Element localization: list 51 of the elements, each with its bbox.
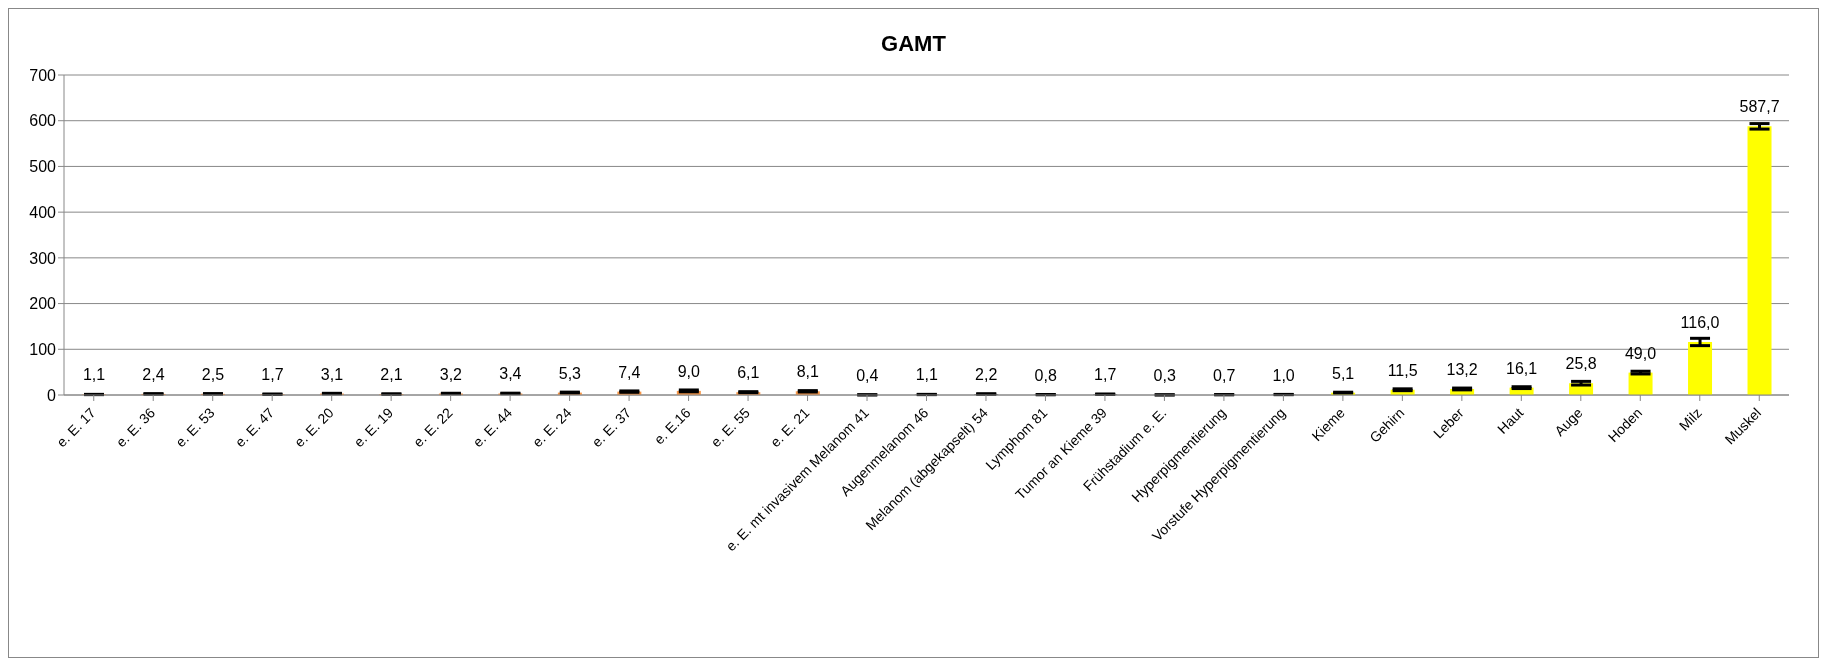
x-tick-label: e. E. 44	[469, 404, 516, 451]
data-label: 1,0	[1272, 366, 1295, 384]
x-tick-label: e. E. 21	[767, 404, 813, 451]
x-tick-label: e. E. 53	[172, 404, 218, 451]
data-label: 49,0	[1624, 344, 1657, 362]
data-label: 3,2	[439, 365, 463, 383]
x-tick-label: e. E. 37	[588, 404, 635, 451]
data-label: 1,1	[82, 366, 106, 384]
chart-title: GAMT	[880, 31, 947, 58]
data-label: 1,1	[915, 366, 938, 384]
data-label: 13,2	[1446, 360, 1478, 378]
data-label: 1,7	[1094, 366, 1117, 384]
data-label: 116,0	[1680, 313, 1720, 331]
data-label: 0,4	[856, 366, 879, 384]
data-label: 5,1	[1332, 364, 1355, 382]
y-tick-label: 500	[29, 158, 57, 176]
y-tick-label: 600	[29, 112, 57, 130]
data-label: 5,3	[558, 364, 582, 382]
x-tick-label: e. E. 36	[112, 404, 159, 451]
data-label: 6,1	[737, 364, 760, 382]
x-tick-label: e. E. 20	[291, 404, 337, 451]
data-label: 2,4	[142, 365, 165, 383]
data-label: 2,5	[201, 365, 225, 383]
data-label: 25,8	[1565, 355, 1597, 373]
data-label: 9,0	[677, 362, 701, 380]
data-label: 3,1	[320, 365, 344, 383]
y-tick-label: 400	[29, 203, 57, 221]
data-label: 0,7	[1213, 366, 1236, 384]
data-label: 2,2	[975, 365, 998, 383]
x-tick-label: e. E. 47	[231, 404, 278, 451]
y-tick-label: 200	[29, 295, 57, 313]
x-tick-label: e. E. 55	[707, 404, 754, 451]
data-label: 2,1	[380, 366, 403, 384]
x-tick-label: Milz	[1675, 404, 1705, 434]
data-label: 587,7	[1739, 98, 1780, 116]
data-label: 1,7	[261, 366, 284, 384]
data-label: 8,1	[796, 363, 820, 381]
x-tick-label: e. E. 19	[350, 404, 397, 451]
y-tick-label: 0	[47, 386, 57, 404]
data-label: 3,4	[499, 365, 522, 383]
data-label: 7,4	[618, 363, 641, 381]
y-tick-label: 100	[29, 340, 57, 358]
data-label: 0,8	[1034, 366, 1057, 384]
data-label: 0,3	[1153, 366, 1176, 384]
x-tick-label: e. E. 17	[53, 404, 99, 451]
y-tick-label: 700	[29, 66, 57, 84]
data-label: 11,5	[1387, 361, 1418, 379]
data-label: 16,1	[1506, 359, 1538, 377]
y-tick-label: 300	[29, 249, 57, 267]
x-tick-label: e. E. 22	[410, 404, 456, 451]
x-tick-label: e. E. 24	[529, 404, 575, 451]
